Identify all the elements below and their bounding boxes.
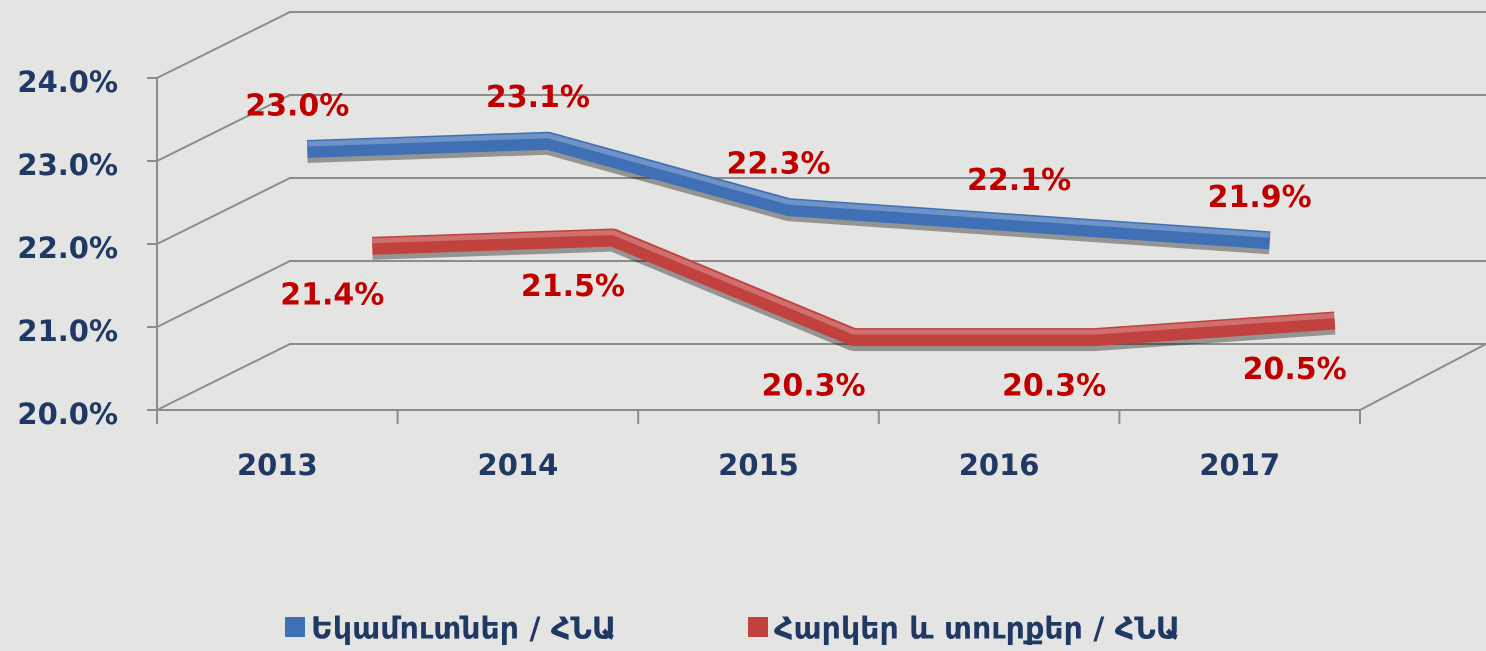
y-tick-label: 22.0% bbox=[17, 231, 118, 265]
data-label: 20.3% bbox=[1002, 369, 1106, 404]
data-label: 23.0% bbox=[245, 89, 349, 124]
x-tick-label: 2014 bbox=[478, 448, 559, 482]
legend-label: Եկամուտներ / ՀՆԱ bbox=[311, 612, 616, 647]
y-tick-label: 20.0% bbox=[17, 397, 118, 431]
grid-line bbox=[156, 11, 1486, 79]
y-tick-label: 21.0% bbox=[17, 314, 118, 348]
data-label: 23.1% bbox=[486, 80, 590, 115]
data-label: 21.5% bbox=[521, 269, 625, 304]
x-tick-label: 2017 bbox=[1199, 448, 1280, 482]
grid-line bbox=[156, 177, 1486, 245]
data-label: 21.9% bbox=[1208, 180, 1312, 215]
x-tick-label: 2016 bbox=[959, 448, 1040, 482]
grid-line bbox=[156, 94, 1486, 162]
grid-line bbox=[156, 260, 1486, 328]
data-label: 21.4% bbox=[280, 277, 384, 312]
line-highlight bbox=[307, 133, 1270, 238]
data-label: 20.3% bbox=[761, 369, 865, 404]
data-label: 22.3% bbox=[726, 147, 830, 182]
legend-swatch bbox=[748, 617, 768, 637]
line-highlight bbox=[372, 230, 1335, 335]
x-tick-label: 2015 bbox=[718, 448, 799, 482]
data-label: 22.1% bbox=[967, 163, 1071, 198]
y-tick-label: 24.0% bbox=[17, 65, 118, 99]
x-tick-label: 2013 bbox=[237, 448, 318, 482]
series-line bbox=[306, 131, 1271, 250]
series-line bbox=[371, 228, 1336, 347]
legend-swatch bbox=[285, 617, 305, 637]
legend-label: Հարկեր և տուրքեր / ՀՆԱ bbox=[774, 612, 1180, 647]
data-label: 20.5% bbox=[1243, 352, 1347, 387]
y-tick-label: 23.0% bbox=[17, 148, 118, 182]
